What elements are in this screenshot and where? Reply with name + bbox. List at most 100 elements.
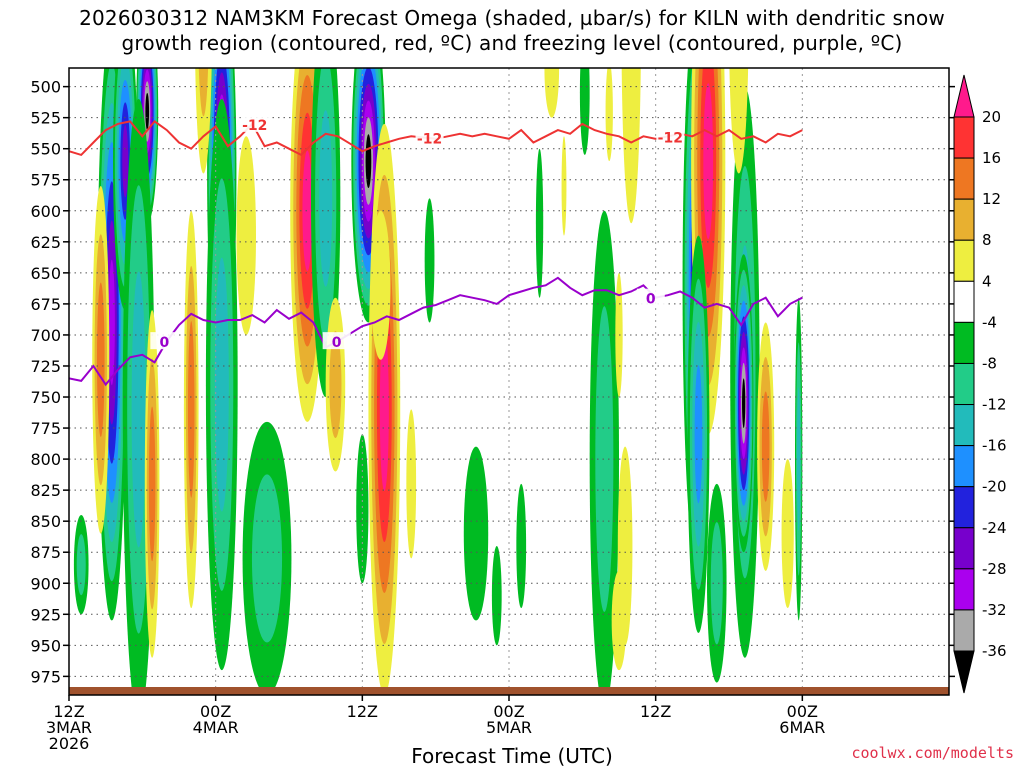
contour-lines: -12 -12 -12 0 0 0 [69,114,803,387]
omega-cell [544,68,560,118]
colorbar-label: 12 [982,190,1001,208]
colorbar-label: 4 [982,272,992,290]
colorbar-label: -20 [982,478,1007,496]
x-tick-label: 00Z [200,702,231,721]
freezing-level-label-bg [150,332,179,350]
colorbar-bin [953,116,975,159]
omega-cell [463,446,489,621]
y-tick-label: 550 [30,140,61,159]
chart-title: 2026030312 NAM3KM Forecast Omega (shaded… [0,6,1024,56]
x-tick-label: 12Z [347,702,378,721]
omega-cell [595,306,614,612]
freezing-level-label: 0 [646,292,656,308]
y-tick-label: 525 [30,109,61,128]
omega-cell [611,570,627,671]
x-tick-label: 2026 [49,734,90,753]
colorbar-label: -32 [982,601,1007,619]
omega-cell [742,378,746,429]
dgz-label: -12 [658,130,683,146]
x-axis-label: Forecast Time (UTC) [411,744,613,768]
terrain-ground [69,687,949,695]
omega-cell [96,282,105,438]
omega-cell [703,83,714,240]
omega-cell [370,210,391,360]
y-tick-label: 975 [30,667,61,686]
y-tick-label: 500 [30,78,61,97]
title-line-1: 2026030312 NAM3KM Forecast Omega (shaded… [79,6,945,30]
y-axis: 500 525 550 575 600 625 650 675 700 725 750 775 800 8… [30,78,955,686]
omega-cell [251,474,283,643]
omega-cell [729,68,749,174]
omega-cell [761,391,770,502]
omega-cell [108,259,115,386]
colorbar-bin [953,527,975,570]
colorbar-bin [953,280,975,323]
y-tick-label: 625 [30,233,61,252]
dgz-label: -12 [417,132,442,148]
colorbar-label: 8 [982,231,992,249]
omega-cell [491,546,502,646]
y-tick-label: 825 [30,481,61,500]
x-tick-label: 00Z [787,702,818,721]
colorbar-bin [953,362,975,406]
x-tick-label: 4MAR [193,718,239,737]
omega-cell [621,68,641,224]
colorbar-top-cap [953,74,975,118]
dgz-label-bg [240,114,269,132]
y-tick-label: 950 [30,636,61,655]
omega-cell [605,68,613,162]
dgz-label-bg [656,127,685,145]
colorbar-label: -24 [982,519,1007,537]
colorbar-bin [953,404,975,447]
y-tick-label: 725 [30,357,61,376]
title-line-2: growth region (contoured, red, ºC) and f… [121,31,903,55]
colorbar: 20 16 12 8 4 -4 -8 -12 -16 -20 -24 -28 -32 -36 [953,74,1007,694]
colorbar-bottom-cap [953,650,975,694]
dgz-label: -12 [242,118,267,134]
x-tick-label: 5MAR [486,718,532,737]
omega-cell [797,387,801,531]
omega-cell [302,150,313,272]
colorbar-label: -28 [982,560,1007,578]
colorbar-bin [953,609,975,652]
colorbar-bin [953,157,975,200]
colorbar-label: 16 [982,149,1001,167]
omega-cell [535,148,544,298]
dgz-label-bg [415,128,444,146]
omega-cell [516,483,527,609]
colorbar-label: 20 [982,108,1001,126]
x-tick-label: 00Z [493,702,524,721]
omega-cell [148,406,156,562]
omega-cell [236,136,256,335]
y-tick-label: 700 [30,326,61,345]
y-tick-label: 925 [30,605,61,624]
y-tick-label: 850 [30,512,61,531]
colorbar-label: -8 [982,354,997,372]
colorbar-bin [953,198,975,241]
omega-cell [131,271,146,548]
y-tick-label: 800 [30,450,61,469]
freezing-level-contour [69,276,803,387]
colorbar-label: -4 [982,313,997,331]
omega-cell [76,534,86,596]
colorbar-bin [953,445,975,488]
freezing-level-label: 0 [159,335,169,351]
freezing-level-label-bg [636,288,665,306]
colorbar-label: -16 [982,437,1007,455]
x-tick-label: 12Z [640,702,671,721]
y-tick-label: 775 [30,419,61,438]
omega-cell [356,434,369,584]
credit-text: coolwx.com/modelts [851,744,1014,762]
omega-cell [694,365,703,504]
omega-cell [195,68,212,174]
omega-cell [781,459,794,609]
colorbar-bin [953,486,975,529]
omega-cell [319,110,333,287]
omega-cell [214,257,229,512]
colorbar-label: -12 [982,396,1007,414]
colorbar-bin [953,321,975,364]
freezing-level-label-bg [322,332,351,350]
y-tick-label: 750 [30,388,61,407]
x-tick-label: 6MAR [779,718,825,737]
